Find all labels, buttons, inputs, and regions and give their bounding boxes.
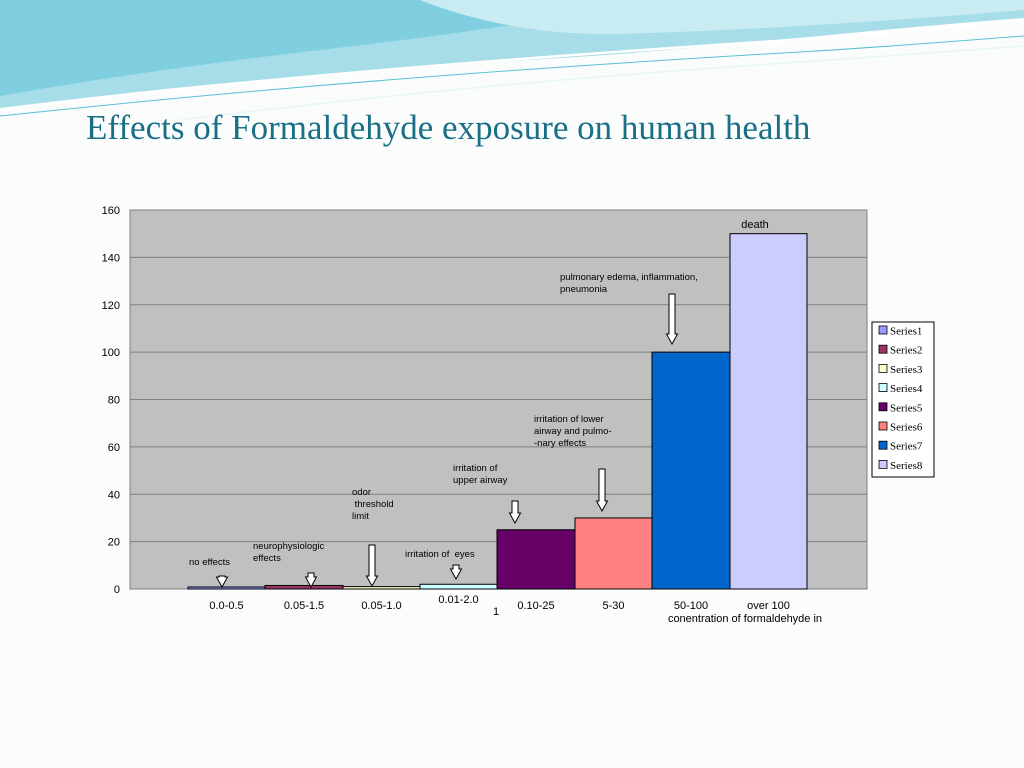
bar-series6 (574, 517, 653, 590)
bar-series7 (651, 351, 731, 590)
y-tick-label: 120 (102, 300, 120, 312)
legend-label: Series2 (890, 345, 922, 357)
down-arrow-icon (595, 468, 609, 513)
legend-label: Series7 (890, 441, 923, 453)
y-tick-label: 20 (108, 537, 120, 549)
annotation-label: no effects (189, 557, 230, 568)
legend-swatch (878, 459, 888, 469)
annotation-label: pulmonary edema, inflammation, pneumonia (560, 272, 698, 295)
header-wave-decoration (0, 0, 1024, 120)
legend-label: Series5 (890, 402, 923, 414)
bar-series3 (342, 586, 421, 590)
y-tick-label: 160 (102, 205, 120, 217)
down-arrow-icon (365, 544, 379, 588)
y-tick-label: 140 (102, 252, 120, 264)
legend-swatch (878, 402, 888, 412)
legend: Series1 Series2 Series3 Series4 Series5 Serie… (871, 321, 935, 478)
bar-series5 (496, 529, 576, 590)
annotations: no effects neurophysiologic effects odor th… (189, 219, 769, 568)
bars (187, 233, 808, 590)
down-arrow-icon (665, 293, 679, 346)
x-category-label: 5-30 (602, 600, 624, 612)
slide-title: Effects of Formaldehyde exposure on huma… (86, 108, 811, 147)
x-category-label: over 100 (747, 600, 790, 612)
category-axis-label: 1 (493, 606, 499, 618)
legend-label: Series8 (890, 460, 923, 472)
bar-series8 (729, 233, 808, 590)
y-tick-label: 40 (108, 489, 120, 501)
x-category-label: 0.10-25 (517, 600, 554, 612)
down-arrow-icon (215, 575, 229, 589)
y-axis-ticks: 0 20 40 60 80 100 120 140 160 (102, 205, 120, 596)
x-axis-categories: 0.0-0.5 0.05-1.5 0.05-1.0 0.01-2.0 0.10-25 5-… (209, 594, 790, 612)
annotation-label: irritation of lower airway and pulmo--nar… (534, 414, 612, 449)
x-axis-title: conentration of formaldehyde in (668, 613, 822, 625)
y-tick-label: 0 (114, 584, 120, 596)
legend-swatch (878, 383, 888, 393)
x-category-label: 0.05-1.0 (361, 600, 401, 612)
down-arrow-icon (304, 572, 318, 589)
annotation-label: death (741, 219, 769, 231)
bar-series1 (187, 586, 266, 590)
bar-series4 (419, 583, 498, 590)
x-category-label: 0.05-1.5 (284, 600, 324, 612)
y-tick-label: 60 (108, 442, 120, 454)
y-tick-label: 80 (108, 395, 120, 407)
legend-label: Series3 (890, 364, 923, 376)
legend-label: Series1 (890, 326, 922, 338)
bar-series2 (264, 584, 344, 590)
y-tick-label: 100 (102, 347, 120, 359)
x-category-label: 50-100 (674, 600, 708, 612)
x-category-label: 0.0-0.5 (209, 600, 243, 612)
annotation-label: odor threshold limit (352, 487, 394, 522)
x-category-label: 0.01-2.0 (438, 594, 478, 606)
legend-swatch (878, 325, 888, 335)
annotation-label: irritation of eyes (405, 549, 475, 560)
legend-swatch (878, 421, 888, 431)
legend-swatch (878, 363, 888, 373)
legend-swatch (878, 344, 888, 354)
down-arrow-icon (449, 564, 463, 581)
down-arrow-icon (508, 500, 522, 525)
annotation-label: neurophysiologic effects (253, 541, 325, 564)
annotation-label: irritation of upper airway (453, 463, 508, 486)
legend-label: Series4 (890, 383, 923, 395)
legend-swatch (878, 440, 888, 450)
legend-label: Series6 (890, 422, 923, 434)
annotation-arrows (215, 293, 679, 589)
